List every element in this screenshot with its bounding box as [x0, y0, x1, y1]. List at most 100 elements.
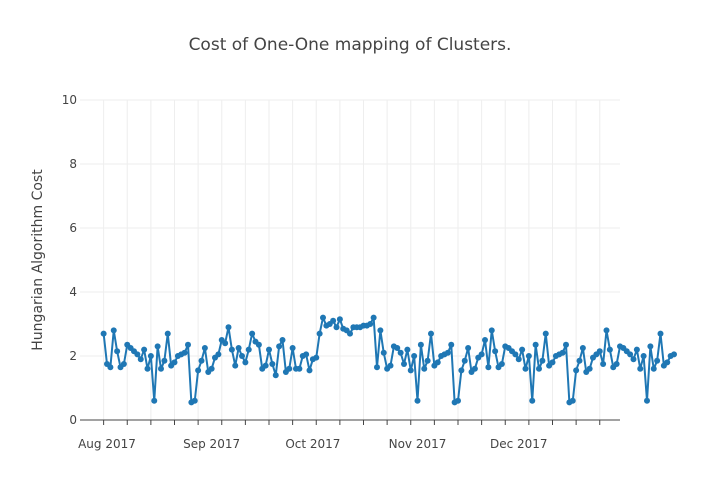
- data-point: [644, 397, 650, 404]
- data-point: [333, 324, 340, 331]
- y-tick-label: 4: [69, 285, 77, 299]
- data-point: [316, 330, 323, 337]
- data-point: [627, 351, 634, 358]
- data-point: [154, 343, 161, 350]
- data-point: [198, 357, 205, 364]
- series-line: [102, 316, 675, 404]
- data-point: [181, 349, 188, 356]
- data-point: [650, 365, 657, 372]
- data-point: [613, 361, 620, 367]
- data-point: [120, 361, 127, 367]
- data-point: [488, 327, 495, 334]
- data-point: [596, 348, 603, 355]
- data-point: [671, 351, 677, 358]
- data-point: [434, 359, 441, 366]
- data-point: [654, 357, 661, 364]
- data-point: [387, 362, 394, 369]
- data-point: [485, 364, 492, 371]
- data-point: [424, 357, 431, 364]
- data-point: [657, 330, 664, 337]
- data-point: [235, 345, 242, 351]
- chart-title: Cost of One-One mapping of Clusters.: [189, 35, 512, 55]
- data-point: [492, 348, 499, 355]
- data-point: [272, 372, 279, 379]
- data-point: [255, 341, 262, 348]
- data-point: [411, 353, 418, 359]
- data-point: [306, 367, 313, 374]
- data-point: [232, 362, 239, 369]
- data-point: [110, 327, 117, 334]
- data-point: [228, 346, 235, 353]
- data-point: [630, 356, 637, 363]
- data-point: [141, 346, 148, 353]
- gridlines: [80, 99, 620, 420]
- data-point: [374, 364, 380, 371]
- data-point: [151, 397, 158, 404]
- data-point: [242, 359, 249, 366]
- x-tick-label: Sep 2017: [183, 437, 240, 451]
- data-point: [249, 330, 256, 337]
- x-tick-label: Dec 2017: [490, 437, 548, 451]
- x-tick-label: Oct 2017: [285, 437, 340, 451]
- data-point: [161, 357, 168, 364]
- data-point: [563, 341, 569, 348]
- data-point: [144, 365, 151, 372]
- data-point: [478, 351, 485, 358]
- data-point: [529, 397, 536, 404]
- y-tick-label: 10: [62, 93, 77, 107]
- data-point: [394, 345, 401, 351]
- data-point: [215, 351, 222, 358]
- data-point: [421, 365, 428, 372]
- data-point: [525, 353, 532, 359]
- data-point: [377, 327, 384, 334]
- data-point: [367, 321, 374, 327]
- x-tick-label: Aug 2017: [78, 437, 136, 451]
- data-point: [465, 345, 472, 351]
- data-point: [576, 357, 583, 364]
- data-point: [640, 353, 647, 359]
- data-point: [586, 365, 593, 372]
- data-point: [158, 365, 164, 372]
- data-point: [225, 324, 232, 331]
- y-tick-label: 6: [69, 221, 77, 235]
- data-point: [498, 361, 505, 367]
- data-point: [579, 345, 586, 351]
- data-point: [532, 341, 539, 348]
- data-point: [512, 351, 519, 358]
- data-point: [522, 365, 529, 372]
- data-point: [370, 314, 377, 321]
- data-point: [239, 353, 245, 359]
- x-tick-label: Nov 2017: [389, 437, 447, 451]
- data-point: [461, 357, 468, 364]
- data-point: [114, 348, 121, 355]
- data-point: [428, 330, 434, 337]
- data-point: [404, 346, 411, 353]
- data-point: [414, 397, 421, 404]
- data-point: [482, 337, 488, 343]
- data-point: [164, 330, 171, 337]
- data-point: [266, 346, 272, 353]
- data-point: [417, 341, 424, 348]
- data-point: [222, 340, 229, 347]
- data-point: [245, 346, 252, 353]
- data-point: [336, 316, 343, 323]
- data-point: [320, 314, 326, 321]
- data-point: [664, 359, 671, 366]
- data-point: [313, 354, 320, 361]
- data-point: [296, 365, 303, 372]
- data-point: [107, 364, 114, 371]
- data-point: [606, 346, 613, 353]
- data-point: [559, 349, 566, 356]
- data-point: [289, 345, 296, 351]
- data-point: [185, 341, 191, 348]
- y-tick-label: 8: [69, 157, 77, 171]
- data-point: [303, 351, 310, 358]
- data-point: [519, 346, 526, 353]
- data-point: [448, 341, 455, 348]
- data-point: [458, 367, 465, 374]
- data-point: [279, 337, 286, 343]
- data-point: [171, 359, 178, 366]
- data-point: [536, 365, 542, 372]
